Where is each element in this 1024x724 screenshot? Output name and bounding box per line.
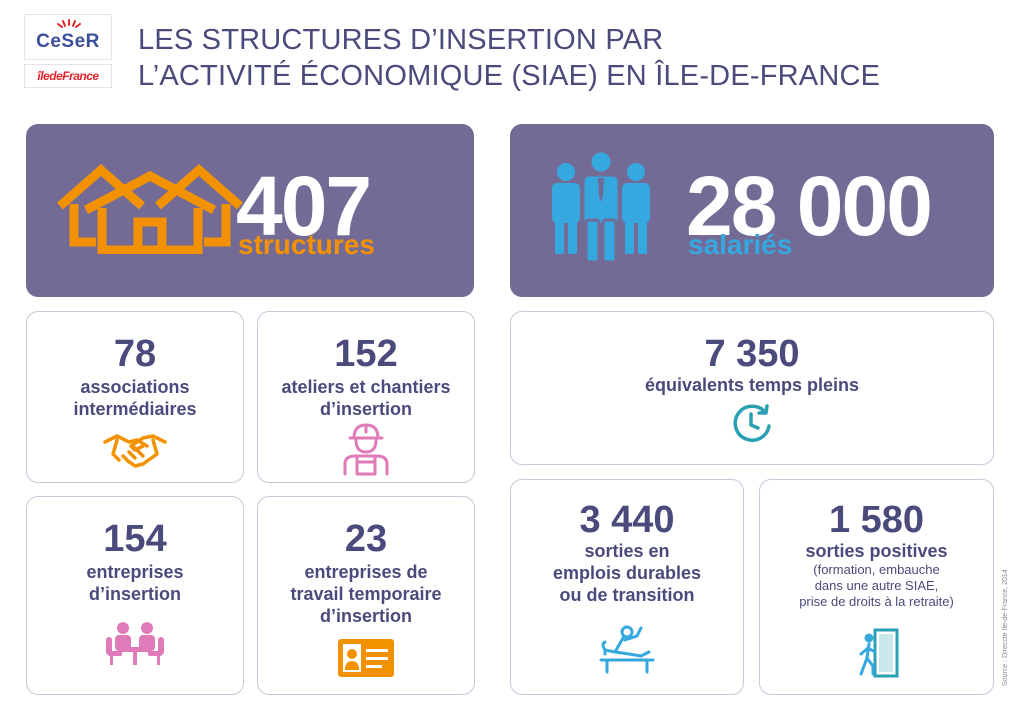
card-sorties-durables-label: sorties en emplois durables ou de transi… bbox=[511, 540, 743, 606]
card-associations: 78 associations intermédiaires bbox=[26, 311, 244, 483]
page-title: LES STRUCTURES D’INSERTION PAR L’ACTIVIT… bbox=[138, 22, 880, 94]
hero-structures-number: 407 bbox=[236, 159, 372, 253]
card-entreprises-label-line: d’insertion bbox=[88, 584, 181, 604]
card-etp: 7 350 équivalents temps pleins bbox=[510, 311, 994, 465]
card-associations-label-line: intermédiaires bbox=[73, 399, 197, 419]
card-entreprises: 154 entreprises d’insertion bbox=[26, 496, 244, 695]
iledefrance-logo-text: îledeFrance bbox=[37, 69, 99, 83]
card-ateliers-label: ateliers et chantiers d’insertion bbox=[258, 376, 474, 420]
card-etp-label: équivalents temps pleins bbox=[511, 374, 993, 396]
iledefrance-logo: îledeFrance bbox=[24, 64, 112, 88]
card-temporaire-label: entreprises de travail temporaire d’inse… bbox=[258, 561, 474, 627]
card-temporaire-label-line: entreprises de bbox=[304, 562, 428, 582]
card-sorties-durables: 3 440 sorties en emplois durables ou de … bbox=[510, 479, 744, 695]
hero-structures-panel: 407 structures bbox=[26, 124, 474, 297]
card-sorties-durables-number: 3 440 bbox=[579, 499, 675, 541]
meeting-icon bbox=[106, 622, 164, 665]
card-ateliers-label-line: ateliers et chantiers bbox=[281, 377, 451, 397]
card-ateliers: 152 ateliers et chantiers d’insertion bbox=[257, 311, 475, 483]
card-associations-label: associations intermédiaires bbox=[27, 376, 243, 420]
card-temporaire-number: 23 bbox=[344, 518, 388, 560]
card-sorties-durables-label-line: sorties en bbox=[584, 541, 670, 561]
ceser-logo-text: CeSeR bbox=[36, 31, 100, 52]
card-etp-number: 7 350 bbox=[704, 333, 800, 375]
card-temporaire-label-line: d’insertion bbox=[319, 606, 412, 626]
hero-employees-number: 28 000 bbox=[686, 159, 933, 253]
people-group-icon bbox=[552, 149, 650, 264]
hero-structures-label: structures bbox=[238, 229, 375, 260]
card-etp-label-line: équivalents temps pleins bbox=[644, 375, 860, 395]
hero-employees-panel: 28 000 salariés bbox=[510, 124, 994, 297]
page-title-line-1: LES STRUCTURES D’INSERTION PAR bbox=[138, 24, 664, 56]
card-ateliers-number: 152 bbox=[334, 333, 398, 375]
clock-icon bbox=[733, 404, 771, 442]
page-title-line-2: L’ACTIVITÉ ÉCONOMIQUE (SIAE) EN ÎLE-DE-F… bbox=[138, 60, 881, 92]
card-temporaire: 23 entreprises de travail temporaire d’i… bbox=[257, 496, 475, 695]
handshake-icon bbox=[103, 434, 167, 468]
card-sorties-positives-label: sorties positives bbox=[760, 540, 993, 562]
card-ateliers-label-line: d’insertion bbox=[319, 399, 412, 419]
worker-icon bbox=[343, 423, 389, 476]
id-card-icon bbox=[338, 639, 394, 677]
card-entreprises-label-line: entreprises bbox=[86, 562, 184, 582]
card-sorties-positives-note: (formation, embauche dans une autre SIAE… bbox=[760, 562, 993, 610]
card-sorties-positives-label-line: sorties positives bbox=[805, 541, 948, 561]
card-entreprises-label: entreprises d’insertion bbox=[27, 561, 243, 605]
card-sorties-positives-number: 1 580 bbox=[828, 499, 925, 541]
hero-employees-label: salariés bbox=[688, 229, 793, 260]
card-sorties-durables-label-line: emplois durables bbox=[552, 563, 702, 583]
card-sorties-positives-note-line: prise de droits à la retraite) bbox=[799, 594, 954, 609]
source-credit: Source : Direccte Ile-de-France, 2014 bbox=[1002, 569, 1009, 686]
card-associations-number: 78 bbox=[113, 333, 157, 375]
card-sorties-positives-note-line: (formation, embauche bbox=[813, 562, 940, 577]
card-entreprises-number: 154 bbox=[103, 518, 167, 560]
card-sorties-durables-label-line: ou de transition bbox=[559, 585, 695, 605]
card-sorties-positives: 1 580 sorties positives (formation, emba… bbox=[759, 479, 994, 695]
exit-door-icon bbox=[859, 628, 898, 678]
ceser-logo: CeSeR bbox=[24, 14, 112, 60]
ceser-rays-icon bbox=[57, 19, 81, 28]
relax-person-icon bbox=[599, 625, 655, 674]
card-associations-label-line: associations bbox=[80, 377, 190, 397]
card-sorties-positives-note-line: dans une autre SIAE, bbox=[814, 578, 939, 593]
card-temporaire-label-line: travail temporaire bbox=[290, 584, 442, 604]
houses-icon bbox=[57, 164, 243, 254]
